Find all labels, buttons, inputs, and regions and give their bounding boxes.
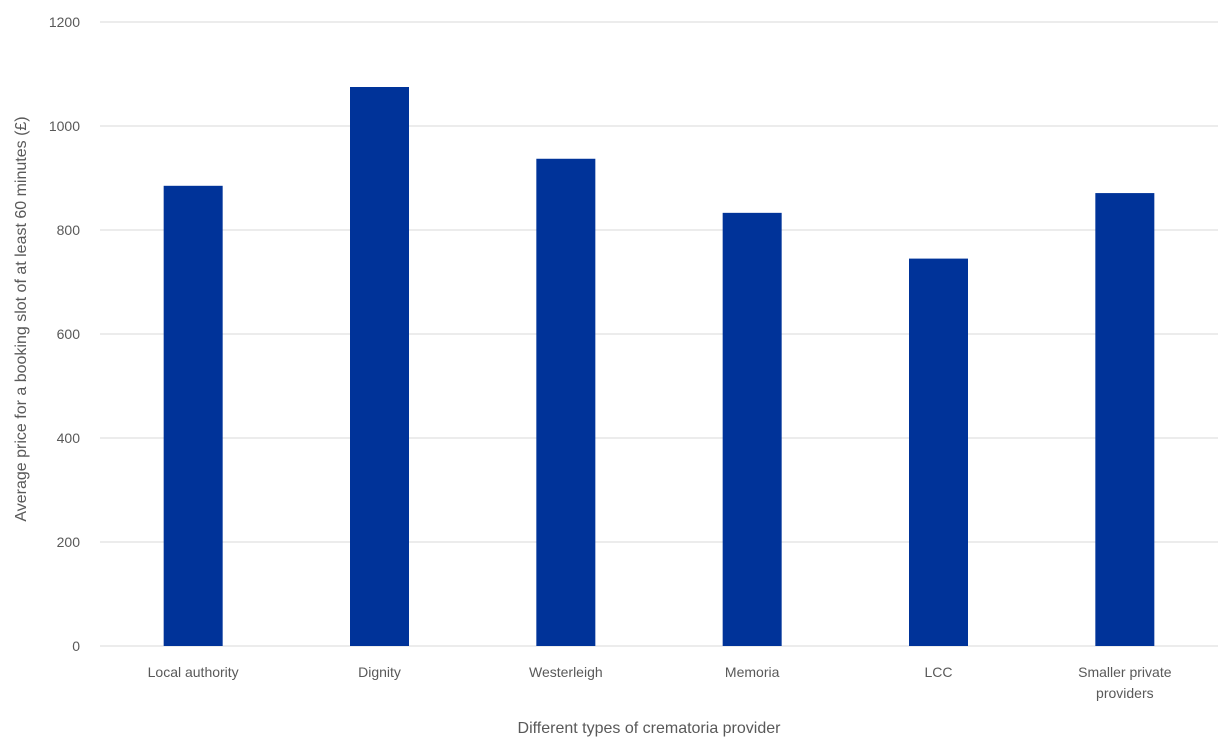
bar xyxy=(909,258,968,646)
x-tick-label: Local authority xyxy=(148,664,239,680)
bar xyxy=(1095,193,1155,646)
y-tick-label: 200 xyxy=(57,534,81,550)
x-tick-label: Westerleigh xyxy=(529,664,603,680)
bars xyxy=(163,87,1155,647)
x-tick-label-line: Smaller private xyxy=(1078,664,1172,680)
bar xyxy=(722,212,782,646)
x-tick-label-line: Westerleigh xyxy=(529,664,603,680)
x-tick-label: Smaller private providers xyxy=(1078,664,1172,701)
x-tick-label-line: providers xyxy=(1096,685,1154,701)
x-tick-label: Dignity xyxy=(358,664,401,680)
x-tick-label-line: Dignity xyxy=(358,664,401,680)
bar xyxy=(163,185,223,647)
x-tick-label-line: Local authority xyxy=(148,664,239,680)
y-tick-label: 0 xyxy=(72,638,80,654)
y-tick-label: 800 xyxy=(57,222,81,238)
y-axis-title: Average price for a booking slot of at l… xyxy=(13,116,30,521)
y-axis-tick-labels: 0 200 400 600 800 1000 1200 xyxy=(49,14,80,654)
x-axis-tick-labels: Local authority Dignity Westerleigh Memoria… xyxy=(148,664,1172,701)
y-tick-label: 1000 xyxy=(49,118,80,134)
y-tick-label: 400 xyxy=(57,430,81,446)
x-axis-title: Different types of crematoria provider xyxy=(518,720,782,737)
y-tick-label: 1200 xyxy=(49,14,80,30)
y-tick-label: 600 xyxy=(57,326,81,342)
x-tick-label-line: Memoria xyxy=(725,664,780,680)
x-tick-label: LCC xyxy=(924,664,952,680)
gridlines xyxy=(100,21,1218,647)
x-tick-label-line: LCC xyxy=(924,664,952,680)
bar xyxy=(350,87,409,646)
bar xyxy=(536,158,596,646)
x-tick-label: Memoria xyxy=(725,664,780,680)
